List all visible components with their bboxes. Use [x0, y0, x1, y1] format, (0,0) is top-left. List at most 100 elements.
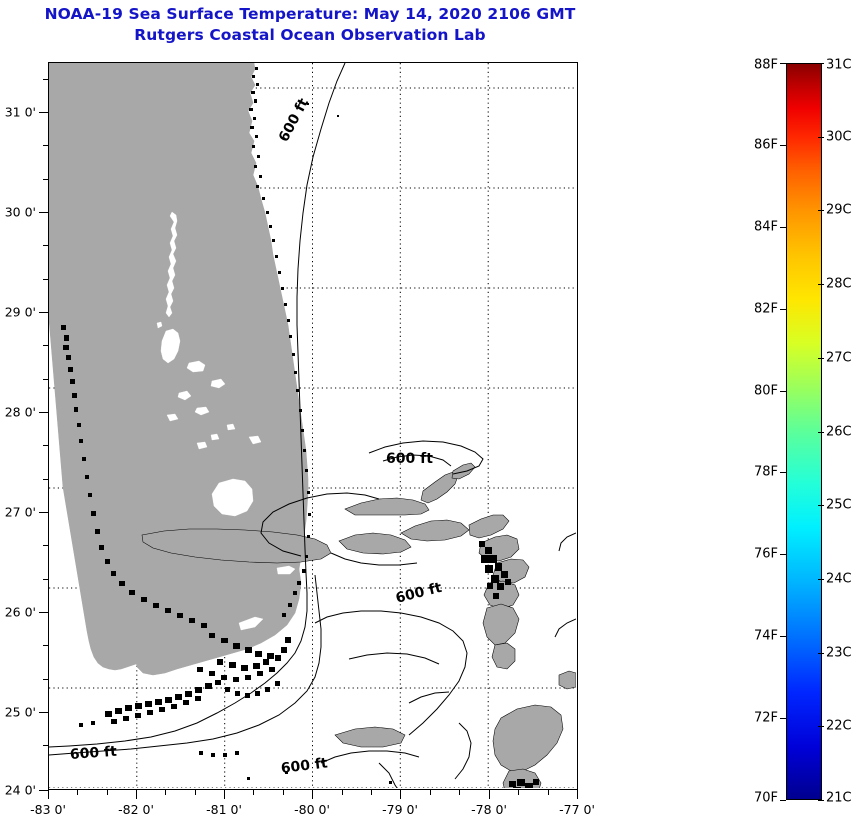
- colorbar-tick-c: [818, 63, 824, 64]
- x-minor-tick: [548, 790, 549, 795]
- colorbar-label-c: 25C: [826, 497, 852, 513]
- y-minor-tick: [43, 345, 48, 346]
- x-axis-label: -77 0': [559, 802, 595, 817]
- x-axis-label: -79 0': [382, 802, 418, 817]
- bahamas-islands: [141, 462, 576, 788]
- y-axis-label: 28 0': [4, 404, 36, 420]
- colorbar-tick-c: [818, 800, 824, 801]
- colorbar-label-c: 28C: [826, 276, 852, 292]
- x-minor-tick: [107, 790, 108, 795]
- x-minor-tick: [518, 790, 519, 795]
- x-minor-tick: [283, 790, 284, 795]
- bathymetry-contours: [49, 63, 576, 788]
- colorbar-label-f: 78F: [753, 464, 778, 480]
- colorbar-tick-f: [780, 800, 786, 801]
- y-axis-label: 27 0': [4, 504, 36, 520]
- x-minor-tick: [342, 790, 343, 795]
- colorbar-tick-f: [780, 472, 786, 473]
- colorbar-label-c: 31C: [826, 57, 852, 73]
- colorbar-tick-f: [780, 554, 786, 555]
- y-axis-label: 30 0': [4, 204, 36, 220]
- y-major-tick: [39, 412, 48, 413]
- colorbar-label-c: 30C: [826, 129, 852, 145]
- y-axis-label: 24 0': [4, 782, 36, 798]
- y-minor-tick: [43, 145, 48, 146]
- x-minor-tick: [195, 790, 196, 795]
- temperature-colorbar[interactable]: [786, 63, 822, 800]
- y-minor-tick: [43, 379, 48, 380]
- colorbar-tick-f: [780, 145, 786, 146]
- colorbar-tick-c: [818, 210, 824, 211]
- colorbar-tick-c: [818, 505, 824, 506]
- contour-label-600ft: 600 ft: [69, 743, 118, 763]
- chart-title: NOAA-19 Sea Surface Temperature: May 14,…: [0, 4, 620, 46]
- x-minor-tick: [430, 790, 431, 795]
- y-minor-tick: [43, 679, 48, 680]
- colorbar-tick-c: [818, 284, 824, 285]
- colorbar-label-c: 23C: [826, 645, 852, 661]
- y-minor-tick: [43, 279, 48, 280]
- map-plot-area[interactable]: [48, 62, 578, 790]
- colorbar-label-f: 88F: [753, 57, 778, 73]
- colorbar-label-f: 86F: [753, 137, 778, 153]
- y-major-tick: [39, 612, 48, 613]
- colorbar-tick-c: [818, 653, 824, 654]
- y-axis-label: 26 0': [4, 604, 36, 620]
- colorbar-tick-c: [818, 579, 824, 580]
- x-major-tick: [577, 790, 578, 799]
- y-axis-label: 29 0': [4, 304, 36, 320]
- x-axis-label: -80 0': [294, 802, 330, 817]
- y-minor-tick: [43, 179, 48, 180]
- map-graphics: [49, 63, 576, 788]
- y-minor-tick: [43, 245, 48, 246]
- contour-label-600ft: 600 ft: [386, 451, 433, 467]
- x-axis-label: -83 0': [30, 802, 66, 817]
- x-major-tick: [489, 790, 490, 799]
- y-major-tick: [39, 312, 48, 313]
- colorbar-tick-f: [780, 718, 786, 719]
- y-axis-label: 31 0': [4, 104, 36, 120]
- y-major-tick: [39, 212, 48, 213]
- inland-waters: [156, 211, 296, 631]
- y-minor-tick: [43, 479, 48, 480]
- colorbar-tick-f: [780, 391, 786, 392]
- x-major-tick: [400, 790, 401, 799]
- colorbar-label-f: 74F: [753, 628, 778, 644]
- colorbar-tick-c: [818, 137, 824, 138]
- y-major-tick: [39, 512, 48, 513]
- x-minor-tick: [371, 790, 372, 795]
- y-major-tick: [39, 712, 48, 713]
- y-major-tick: [39, 112, 48, 113]
- x-major-tick: [48, 790, 49, 799]
- x-axis-label: -81 0': [206, 802, 242, 817]
- colorbar-label-c: 24C: [826, 571, 852, 587]
- x-axis-label: -78 0': [471, 802, 507, 817]
- colorbar-label-f: 84F: [753, 219, 778, 235]
- colorbar-label-f: 80F: [753, 383, 778, 399]
- colorbar-label-c: 27C: [826, 350, 852, 366]
- title-line-1: NOAA-19 Sea Surface Temperature: May 14,…: [44, 5, 576, 23]
- y-minor-tick: [43, 79, 48, 80]
- south-florida-landmass: [134, 556, 302, 676]
- title-line-2: Rutgers Coastal Ocean Observation Lab: [134, 26, 486, 44]
- y-minor-tick: [43, 579, 48, 580]
- colorbar-tick-f: [780, 636, 786, 637]
- y-minor-tick: [43, 545, 48, 546]
- colorbar-tick-f: [780, 63, 786, 64]
- y-major-tick: [39, 790, 48, 791]
- x-major-tick: [136, 790, 137, 799]
- colorbar-label-c: 26C: [826, 424, 852, 440]
- x-axis-label: -82 0': [118, 802, 154, 817]
- cloud-mask-speckle: [61, 67, 539, 788]
- colorbar-label-f: 70F: [753, 790, 778, 806]
- colorbar-tick-c: [818, 726, 824, 727]
- x-minor-tick: [459, 790, 460, 795]
- x-minor-tick: [165, 790, 166, 795]
- colorbar-tick-c: [818, 432, 824, 433]
- colorbar-label-c: 29C: [826, 202, 852, 218]
- colorbar-label-c: 21C: [826, 790, 852, 806]
- colorbar-tick-f: [780, 227, 786, 228]
- x-major-tick: [312, 790, 313, 799]
- land-masses: [49, 63, 309, 676]
- colorbar-tick-c: [818, 358, 824, 359]
